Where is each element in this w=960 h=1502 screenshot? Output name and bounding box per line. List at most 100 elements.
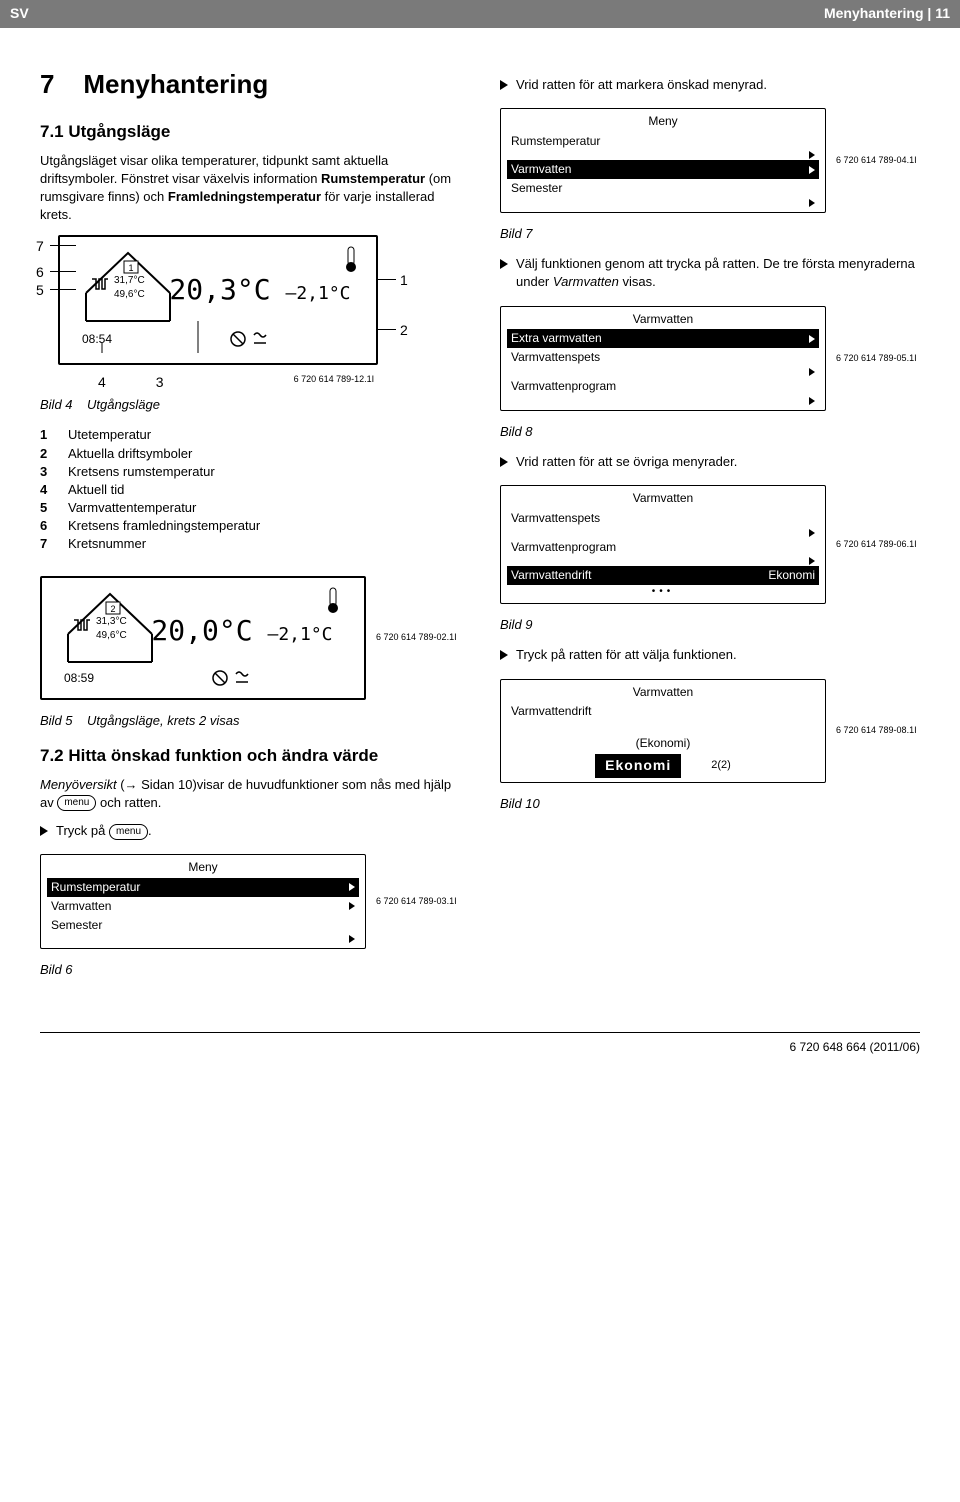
triangle-icon <box>40 826 48 836</box>
callout-4: 4 <box>98 373 106 393</box>
fig8-wrap: Varmvatten Extra varmvatten Varmvattensp… <box>500 298 920 419</box>
menu-screen: Varmvatten Varmvattenspets Varmvattenpro… <box>501 486 825 603</box>
menu-screen: Meny Rumstemperatur Varmvatten Semester <box>41 855 365 948</box>
row-label: Semester <box>51 917 102 934</box>
chevron-right-icon <box>809 151 815 159</box>
legend-num: 2 <box>40 445 54 463</box>
chevron-right-icon <box>349 935 355 943</box>
fig8-frame: Varmvatten Extra varmvatten Varmvattensp… <box>500 306 826 411</box>
fig5-num: 6 720 614 789-02.1I <box>376 631 460 644</box>
svg-text:31,7°C: 31,7°C <box>114 275 145 286</box>
legend-text: Kretsens rumstemperatur <box>68 463 215 481</box>
callout-7: 7 <box>36 237 44 257</box>
house-display-1: 1 31,7°C 49,6°C 20,3°C –2,1°C 08:54 <box>60 237 376 363</box>
legend-row: 4 Aktuell tid <box>40 481 460 499</box>
row-value: Ekonomi <box>768 567 815 584</box>
fig9-num: 6 720 614 789-06.1I <box>836 538 920 551</box>
row-label: Varmvattenspets <box>511 349 600 366</box>
menu-button-icon: menu <box>109 824 148 840</box>
bullet-vrid-ratten-1: Vrid ratten för att markera önskad menyr… <box>500 76 920 94</box>
cap-label: Bild 9 <box>500 617 533 632</box>
screen-title: Varmvatten <box>507 684 819 701</box>
txt: Vrid ratten för att markera önskad menyr… <box>516 76 767 94</box>
cap-label: Bild 5 <box>40 713 73 728</box>
menu-row: VarmvattendriftEkonomi <box>507 566 819 585</box>
fig7-wrap: Meny Rumstemperatur Varmvatten Semester … <box>500 100 920 221</box>
legend-text: Aktuell tid <box>68 481 124 499</box>
fig8-caption: Bild 8 <box>500 423 920 441</box>
menu-row: Rumstemperatur <box>507 132 819 151</box>
fig6-caption: Bild 6 <box>40 961 460 979</box>
left-column: 7 Menyhantering 7.1 Utgångsläge Utgångsl… <box>40 48 460 992</box>
bullet-valj-funktionen: Välj funktionen genom att trycka på ratt… <box>500 255 920 291</box>
chevron-right-icon <box>809 335 815 343</box>
txt: Välj funktionen genom att trycka på ratt… <box>516 255 920 291</box>
cap-label: Bild 8 <box>500 424 533 439</box>
chevron-right-icon <box>809 199 815 207</box>
menu-button-icon: menu <box>57 795 96 811</box>
sub2-paragraph: Menyöversikt (→ Sidan 10)visar de huvudf… <box>40 776 460 812</box>
row-label: Varmvattendrift <box>511 703 591 720</box>
content: 7 Menyhantering 7.1 Utgångsläge Utgångsl… <box>0 28 960 1012</box>
section-7-heading: 7 Menyhantering <box>40 66 460 102</box>
chevron-right-icon <box>809 529 815 537</box>
legend-text: Kretsens framledningstemperatur <box>68 517 260 535</box>
menu-row: Varmvattenprogram <box>507 377 819 396</box>
triangle-icon <box>500 650 508 660</box>
legend-num: 4 <box>40 481 54 499</box>
txt: Vrid ratten för att se övriga menyrader. <box>516 453 737 471</box>
legend-text: Utetemperatur <box>68 426 151 444</box>
section-num: 7 <box>40 69 54 99</box>
svg-text:31,3°C: 31,3°C <box>96 616 127 627</box>
menu-screen: Meny Rumstemperatur Varmvatten Semester <box>501 109 825 212</box>
cap-text: Utgångsläge <box>87 397 160 412</box>
row-label: Varmvattenprogram <box>511 378 616 395</box>
cap-label: Bild 10 <box>500 796 540 811</box>
legend-num: 5 <box>40 499 54 517</box>
txt: Rumstemperatur <box>321 171 425 186</box>
txt: Fönstret visar växelvis information <box>121 171 321 186</box>
menu-row <box>507 556 819 566</box>
legend-num: 1 <box>40 426 54 444</box>
menu-row: Semester <box>47 916 359 935</box>
fig9-frame: Varmvatten Varmvattenspets Varmvattenpro… <box>500 485 826 604</box>
menu-screen: Varmvatten Extra varmvatten Varmvattensp… <box>501 307 825 410</box>
header-left: SV <box>10 4 29 24</box>
menu-row: Semester <box>507 179 819 198</box>
callout-6: 6 <box>36 263 44 283</box>
ln <box>50 271 76 272</box>
row-label: Varmvattenspets <box>511 510 600 527</box>
right-column: Vrid ratten för att markera önskad menyr… <box>500 48 920 992</box>
chevron-right-icon <box>349 883 355 891</box>
fig4-bottom-row: 4 3 6 720 614 789-12.1I <box>98 373 460 393</box>
row-label: Semester <box>511 180 562 197</box>
triangle-icon <box>500 457 508 467</box>
callout-3: 3 <box>156 373 164 393</box>
svg-text:2: 2 <box>110 604 115 614</box>
menu-row <box>507 528 819 538</box>
triangle-icon <box>500 80 508 90</box>
menu-row: Varmvattenprogram <box>507 538 819 557</box>
legend-row: 5Varmvattentemperatur <box>40 499 460 517</box>
txt: Tryck på ratten för att välja funktionen… <box>516 646 737 664</box>
chevron-right-icon <box>809 397 815 405</box>
bullet-tryck-pa-menu: Tryck på menu. <box>40 822 460 840</box>
triangle-icon <box>500 259 508 269</box>
ln <box>378 329 396 330</box>
fig5-frame: 2 31,3°C 49,6°C 20,0°C –2,1°C 08:59 <box>40 576 366 700</box>
sub1-paragraph: Utgångsläget visar olika temperaturer, t… <box>40 152 460 225</box>
legend-row: 2Aktuella driftsymboler <box>40 445 460 463</box>
menu-screen: Varmvatten Varmvattendrift (Ekonomi) Eko… <box>501 680 825 782</box>
row-label: Rumstemperatur <box>51 879 140 896</box>
row-label: Varmvatten <box>51 898 111 915</box>
menu-row <box>507 198 819 208</box>
legend-text: Kretsnummer <box>68 535 146 553</box>
fig7-frame: Meny Rumstemperatur Varmvatten Semester <box>500 108 826 213</box>
ln <box>50 289 76 290</box>
menu-row <box>507 396 819 406</box>
menu-row <box>507 367 819 377</box>
fig4-num: 6 720 614 789-12.1I <box>294 373 375 386</box>
fig10-wrap: Varmvatten Varmvattendrift (Ekonomi) Eko… <box>500 671 920 791</box>
footer-text: 6 720 648 664 (2011/06) <box>789 1040 920 1054</box>
footer: 6 720 648 664 (2011/06) <box>40 1032 920 1076</box>
